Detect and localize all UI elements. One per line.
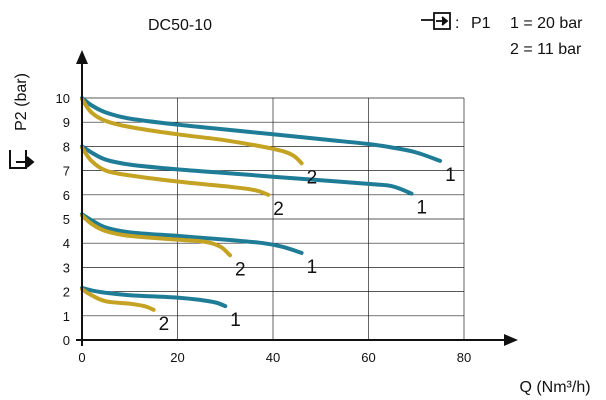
series-line-5 bbox=[80, 212, 304, 255]
curve-label-8: 2 bbox=[159, 314, 170, 335]
curve-label-3: 1 bbox=[416, 198, 427, 219]
curves bbox=[80, 96, 443, 312]
x-axis-label: Q (Nm³/h) bbox=[519, 379, 590, 396]
y-axis-arrow bbox=[76, 50, 88, 64]
y-tick-label: 5 bbox=[63, 212, 70, 227]
series-line-6 bbox=[80, 213, 232, 258]
curve-label-1: 1 bbox=[445, 165, 456, 186]
y-tick-label: 4 bbox=[63, 236, 70, 251]
legend-entry-2: 2 = 11 bar bbox=[510, 41, 582, 58]
chart-title: DC50-10 bbox=[148, 17, 212, 34]
legend-colon: : bbox=[455, 15, 459, 32]
series-line-1 bbox=[80, 96, 443, 163]
curve-labels: 1 2 1 2 1 2 1 2 bbox=[159, 165, 456, 335]
series-line-4 bbox=[80, 145, 271, 197]
series-line-7 bbox=[80, 286, 228, 309]
x-tick-label: 80 bbox=[457, 350, 471, 365]
y-tick-label: 6 bbox=[63, 188, 70, 203]
tick-labels: 0 1 2 3 4 5 6 7 8 9 10 0 20 40 60 80 bbox=[56, 91, 472, 365]
x-tick-label: 60 bbox=[361, 350, 375, 365]
axes bbox=[76, 50, 518, 346]
x-tick-label: 0 bbox=[78, 350, 85, 365]
series-line-8 bbox=[80, 287, 156, 312]
series-line-3 bbox=[80, 144, 414, 196]
x-axis-arrow bbox=[504, 334, 518, 346]
y-tick-label: 8 bbox=[63, 139, 70, 154]
y-tick-label: 1 bbox=[63, 309, 70, 324]
y-axis-label: P2 (bar) bbox=[13, 73, 30, 131]
curve-label-5: 1 bbox=[307, 257, 318, 278]
y-tick-label: 7 bbox=[63, 164, 70, 179]
legend-entry-1: 1 = 20 bar bbox=[510, 15, 583, 32]
curve-label-4: 2 bbox=[273, 199, 284, 220]
y-tick-label: 10 bbox=[56, 91, 70, 106]
inlet-icon bbox=[421, 12, 451, 30]
curve-label-2: 2 bbox=[307, 167, 318, 188]
y-tick-label: 3 bbox=[63, 260, 70, 275]
legend-inlet-label: P1 bbox=[471, 15, 491, 32]
x-tick-label: 40 bbox=[266, 350, 280, 365]
outlet-icon bbox=[9, 150, 35, 169]
curve-label-6: 2 bbox=[235, 259, 246, 280]
y-tick-label: 9 bbox=[63, 115, 70, 130]
series-line-2 bbox=[80, 97, 304, 166]
grid bbox=[82, 97, 465, 340]
y-tick-label: 0 bbox=[63, 333, 70, 348]
curve-label-7: 1 bbox=[230, 310, 241, 331]
x-tick-label: 20 bbox=[170, 350, 184, 365]
y-tick-label: 2 bbox=[63, 285, 70, 300]
